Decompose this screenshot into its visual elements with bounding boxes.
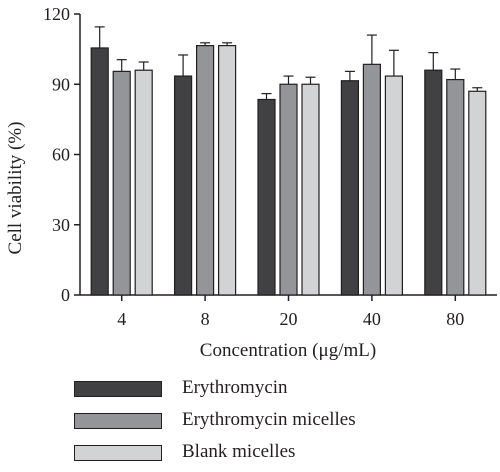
bar-chart: 0 30 60 90 120 4 8 20 40 80 Cell viability (%) C… bbox=[5, 4, 497, 361]
legend-swatch-blank-micelles bbox=[74, 445, 162, 461]
bar-erythromycin-micelles-4 bbox=[112, 70, 131, 296]
bar-erythromycin-8 bbox=[174, 75, 193, 296]
bar-erythromycin-micelles-40 bbox=[362, 63, 381, 296]
y-axis-ticks: 0 30 60 90 120 bbox=[43, 4, 80, 305]
x-axis-label: Concentration (μg/mL) bbox=[200, 340, 376, 361]
x-tick-label-4: 4 bbox=[117, 309, 126, 329]
bar-erythromycin-micelles-20 bbox=[279, 83, 298, 296]
y-tick-label-60: 60 bbox=[52, 145, 70, 165]
legend-label-erythromycin-micelles: Erythromycin micelles bbox=[182, 409, 356, 430]
bar-blank-micelles-8 bbox=[218, 45, 237, 296]
bar-blank-micelles-40 bbox=[384, 75, 403, 296]
bar-erythromycin-80 bbox=[424, 69, 443, 296]
bar-blank-micelles-80 bbox=[468, 90, 487, 296]
legend-swatch-erythromycin-micelles bbox=[74, 413, 162, 429]
legend-label-erythromycin: Erythromycin bbox=[182, 377, 288, 398]
x-tick-label-40: 40 bbox=[363, 309, 381, 329]
bar-blank-micelles-4 bbox=[134, 69, 153, 296]
x-tick-label-80: 80 bbox=[446, 309, 464, 329]
bar-erythromycin-micelles-8 bbox=[196, 45, 215, 296]
y-tick-label-30: 30 bbox=[52, 215, 70, 235]
y-tick-label-0: 0 bbox=[61, 285, 70, 305]
legend-label-blank-micelles: Blank micelles bbox=[182, 441, 296, 462]
bar-erythromycin-4 bbox=[90, 47, 109, 296]
y-tick-label-120: 120 bbox=[43, 4, 70, 24]
bar-blank-micelles-20 bbox=[301, 83, 320, 296]
x-tick-label-20: 20 bbox=[280, 309, 298, 329]
bar-erythromycin-40 bbox=[340, 80, 359, 296]
x-axis-ticks: 4 8 20 40 80 bbox=[117, 295, 464, 329]
x-tick-label-8: 8 bbox=[201, 309, 210, 329]
bars bbox=[90, 26, 487, 296]
legend-swatch-erythromycin bbox=[74, 381, 162, 397]
bar-erythromycin-20 bbox=[257, 98, 276, 296]
y-tick-label-90: 90 bbox=[52, 74, 70, 94]
y-axis-label: Cell viability (%) bbox=[5, 122, 26, 255]
bar-erythromycin-micelles-80 bbox=[446, 78, 465, 296]
